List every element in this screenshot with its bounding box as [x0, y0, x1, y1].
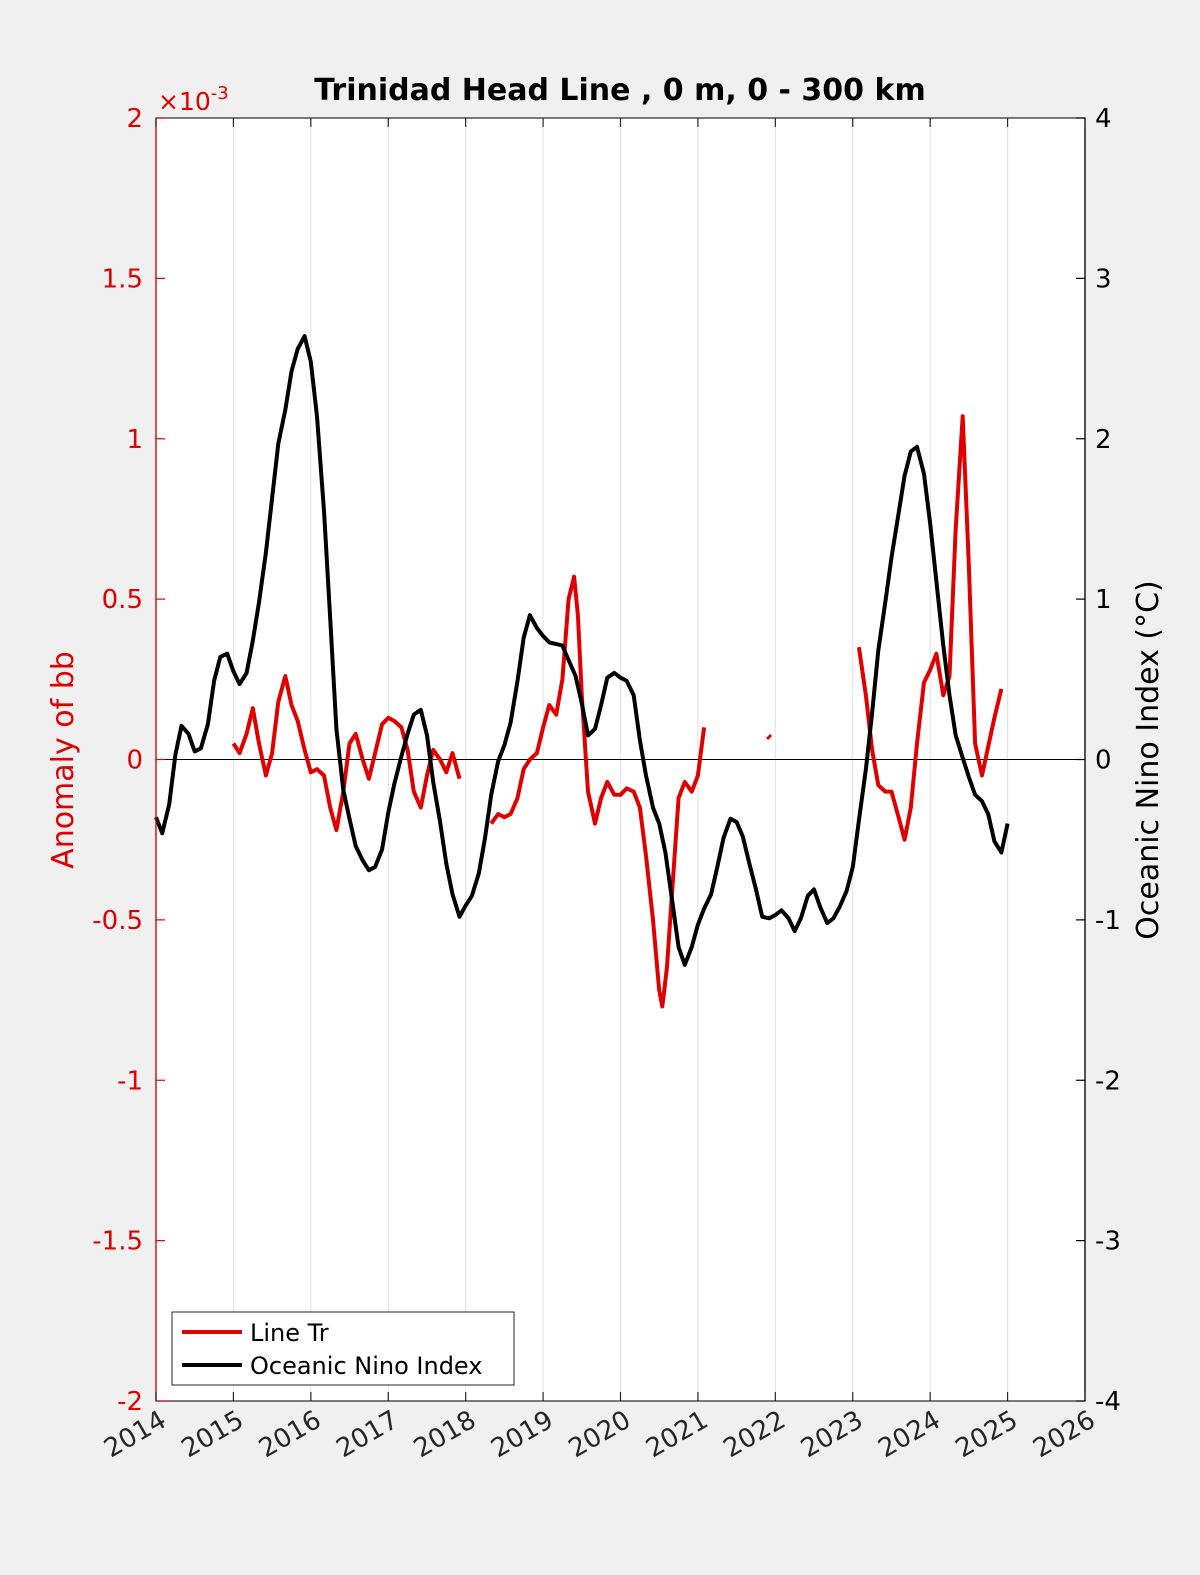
left-y-tick-label: 2 [126, 104, 143, 134]
series-point-line-tr [766, 733, 773, 741]
legend-label-line-tr: Line Tr [250, 1319, 329, 1347]
series-line-line-tr-seg0 [231, 674, 462, 833]
right-y-tick-label: 1 [1095, 585, 1112, 615]
left-y-tick-label: 1.5 [102, 264, 143, 294]
series-line-oni-seg0 [154, 334, 1010, 967]
right-y-tick-label: 2 [1095, 425, 1112, 455]
right-y-tick-label: 3 [1095, 264, 1112, 294]
right-y-tick-label: -4 [1095, 1387, 1121, 1417]
right-y-axis: 4 3 2 1 0 -1 -2 -3 -4 [1076, 104, 1121, 1417]
left-y-tick-label: -0.5 [92, 906, 143, 936]
legend-box [171, 1311, 515, 1386]
series-line-line-tr-seg2 [856, 414, 1004, 842]
left-y-tick-label: 1 [126, 425, 143, 455]
chart-title: Trinidad Head Line , 0 m, 0 - 300 km [314, 73, 925, 108]
left-y-tick-label: 0 [126, 746, 143, 776]
left-axis-multiplier: ×10-3 [158, 83, 229, 116]
right-y-tick-label: -3 [1095, 1227, 1121, 1257]
right-y-tick-label: 4 [1095, 104, 1112, 134]
legend: Line Tr Oceanic Nino Index [171, 1311, 515, 1386]
series-line-line-tr-seg1 [489, 574, 707, 1009]
right-y-tick-label: -2 [1095, 1066, 1121, 1096]
left-axis-label: Anomaly of bb [46, 651, 81, 869]
legend-label-oni: Oceanic Nino Index [250, 1352, 482, 1380]
left-y-tick-label: 0.5 [102, 585, 143, 615]
series-layer [154, 334, 1010, 1009]
left-y-axis: 2 1.5 1 0.5 0 -0.5 -1 -1.5 -2 [92, 104, 165, 1417]
left-y-tick-label: -1 [117, 1066, 143, 1096]
left-y-tick-label: -1.5 [92, 1227, 143, 1257]
right-y-tick-label: 0 [1095, 746, 1112, 776]
right-axis-label: Oceanic Nino Index (°C) [1131, 580, 1166, 940]
right-y-tick-label: -1 [1095, 906, 1121, 936]
left-axis-multiplier-exponent: -3 [211, 83, 229, 104]
left-y-tick-label: -2 [117, 1387, 143, 1417]
left-axis-multiplier-base: ×10 [158, 87, 211, 116]
